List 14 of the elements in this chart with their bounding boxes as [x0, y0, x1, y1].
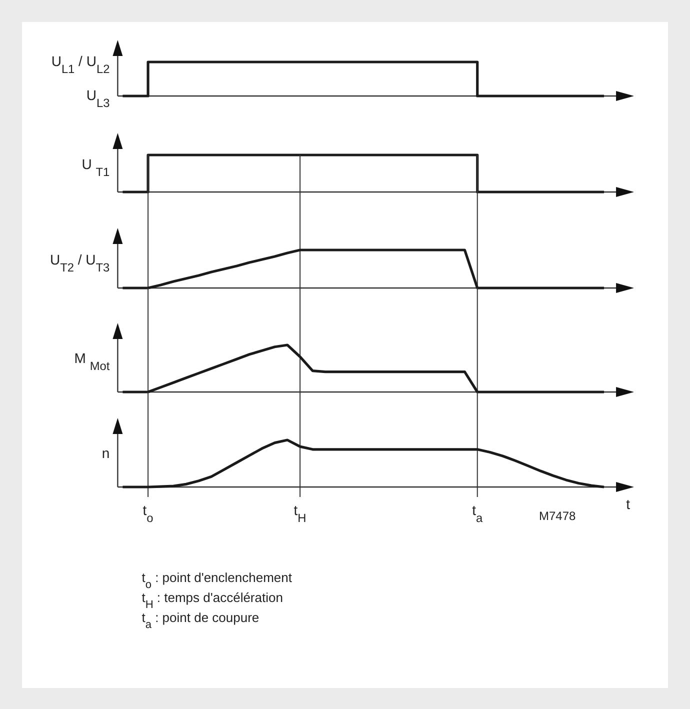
text: U$_{L3}$ — [86, 87, 110, 110]
text: t$_{a}$ : point de coupure — [142, 610, 260, 631]
x-tick-label: t$_{o}$ — [142, 502, 154, 525]
text: M7478 — [539, 509, 576, 523]
x-tick-label: t$_{a}$ — [472, 502, 483, 525]
y-axis-title: U $_{T1}$ — [82, 156, 110, 180]
y-axis-title: U$_{L1}$ / U$_{L2}$ — [51, 53, 110, 76]
text: t$_{o}$ : point d'enclenchement — [142, 570, 292, 591]
x-axis-title: t — [626, 496, 630, 512]
text: t$_{H}$ : temps d'accélération — [142, 590, 283, 611]
y-axis-title: n — [102, 444, 110, 461]
y-axis-title: U$_{T2}$ / U$_{T3}$ — [50, 251, 110, 274]
x-tick-label: t$_{H}$ — [294, 502, 306, 525]
y-axis-title: M $_{Mot}$ — [74, 350, 110, 373]
